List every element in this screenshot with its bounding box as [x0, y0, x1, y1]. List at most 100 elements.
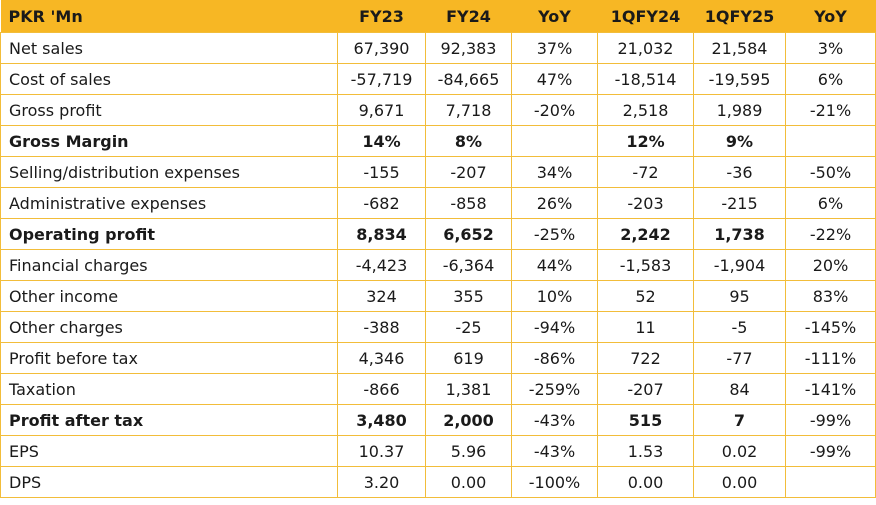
table-cell: -99% — [785, 404, 876, 436]
table-cell: -145% — [785, 311, 876, 343]
table-row: Profit before tax 4,346 619 -86% 722 -77 -111% — [0, 342, 876, 374]
header-yoy-annual: YoY — [511, 0, 598, 33]
table-cell: 515 — [597, 404, 694, 436]
table-cell: 67,390 — [337, 32, 426, 64]
table-cell: -111% — [785, 342, 876, 374]
table-row: Selling/distribution expenses -155 -207 34%… — [0, 156, 876, 188]
table-cell: -4,423 — [337, 249, 426, 281]
table-row: Administrative expenses -682 -858 26% -203 -2… — [0, 187, 876, 219]
table-row: Taxation -866 1,381 -259% -207 84 -141% — [0, 373, 876, 405]
table-cell: 26% — [511, 187, 598, 219]
table-cell: -19,595 — [693, 63, 786, 95]
table-cell: 14% — [337, 125, 426, 157]
table-cell: 2,242 — [597, 218, 694, 250]
table-cell: 8% — [425, 125, 512, 157]
row-label: Profit after tax — [0, 404, 338, 436]
table-cell: 324 — [337, 280, 426, 312]
table-cell: 1,989 — [693, 94, 786, 126]
table-cell: -155 — [337, 156, 426, 188]
table-cell: -94% — [511, 311, 598, 343]
table-row: Other income 324 355 10% 52 95 83% — [0, 280, 876, 312]
table-cell — [785, 125, 876, 157]
table-cell: 11 — [597, 311, 694, 343]
row-label: Gross profit — [0, 94, 338, 126]
table-cell: -21% — [785, 94, 876, 126]
table-cell: -20% — [511, 94, 598, 126]
table-row: Net sales 67,390 92,383 37% 21,032 21,584 3% — [0, 32, 876, 64]
row-label: Profit before tax — [0, 342, 338, 374]
table-cell: 9% — [693, 125, 786, 157]
table-cell: -866 — [337, 373, 426, 405]
table-cell: 3.20 — [337, 466, 426, 498]
table-cell: -43% — [511, 404, 598, 436]
table-cell: -77 — [693, 342, 786, 374]
table-row: Profit after tax 3,480 2,000 -43% 515 7 -99% — [0, 404, 876, 436]
table-cell: 8,834 — [337, 218, 426, 250]
table-cell: 20% — [785, 249, 876, 281]
row-label: Net sales — [0, 32, 338, 64]
table-cell: 1,381 — [425, 373, 512, 405]
table-cell: 1.53 — [597, 435, 694, 467]
table-cell: -57,719 — [337, 63, 426, 95]
table-cell: 44% — [511, 249, 598, 281]
table-row: EPS 10.37 5.96 -43% 1.53 0.02 -99% — [0, 435, 876, 467]
table-row: Operating profit 8,834 6,652 -25% 2,242 1,738… — [0, 218, 876, 250]
table-cell: 6% — [785, 63, 876, 95]
table-cell: -25% — [511, 218, 598, 250]
table-cell: -5 — [693, 311, 786, 343]
table-cell: 722 — [597, 342, 694, 374]
table-cell: -207 — [597, 373, 694, 405]
table-cell: 7 — [693, 404, 786, 436]
table-row: Financial charges -4,423 -6,364 44% -1,583 -1… — [0, 249, 876, 281]
table-cell: -43% — [511, 435, 598, 467]
table-row: Cost of sales -57,719 -84,665 47% -18,514 -19… — [0, 63, 876, 95]
table-cell: -84,665 — [425, 63, 512, 95]
row-label: Administrative expenses — [0, 187, 338, 219]
table-cell: 92,383 — [425, 32, 512, 64]
table-row: DPS 3.20 0.00 -100% 0.00 0.00 — [0, 466, 876, 498]
table-cell: -22% — [785, 218, 876, 250]
table-cell: 10% — [511, 280, 598, 312]
table-cell: 52 — [597, 280, 694, 312]
table-cell: -50% — [785, 156, 876, 188]
table-cell: -858 — [425, 187, 512, 219]
table-cell: 6% — [785, 187, 876, 219]
table-cell: 355 — [425, 280, 512, 312]
row-label: EPS — [0, 435, 338, 467]
table-cell: 3,480 — [337, 404, 426, 436]
row-label: Financial charges — [0, 249, 338, 281]
table-cell: 21,584 — [693, 32, 786, 64]
table-cell: 2,518 — [597, 94, 694, 126]
table-cell: 0.00 — [693, 466, 786, 498]
table-cell: -259% — [511, 373, 598, 405]
table-cell: 9,671 — [337, 94, 426, 126]
table-cell: 12% — [597, 125, 694, 157]
table-cell — [511, 125, 598, 157]
table-cell: -215 — [693, 187, 786, 219]
table-cell: 619 — [425, 342, 512, 374]
row-label: Operating profit — [0, 218, 338, 250]
table-cell: -207 — [425, 156, 512, 188]
table-cell: 6,652 — [425, 218, 512, 250]
table-cell: 95 — [693, 280, 786, 312]
table-cell: -72 — [597, 156, 694, 188]
header-fy23: FY23 — [337, 0, 426, 33]
table-cell: 47% — [511, 63, 598, 95]
table-cell: 37% — [511, 32, 598, 64]
table-cell: -100% — [511, 466, 598, 498]
table-cell: -25 — [425, 311, 512, 343]
table-cell: 0.00 — [597, 466, 694, 498]
table-cell: 0.02 — [693, 435, 786, 467]
table-cell: 4,346 — [337, 342, 426, 374]
header-row: PKR 'Mn FY23 FY24 YoY 1QFY24 1QFY25 YoY — [0, 0, 876, 33]
row-label: Other income — [0, 280, 338, 312]
table-cell: 7,718 — [425, 94, 512, 126]
table-cell: -682 — [337, 187, 426, 219]
row-label: Gross Margin — [0, 125, 338, 157]
table-cell: -86% — [511, 342, 598, 374]
table-cell: 2,000 — [425, 404, 512, 436]
table-cell: 83% — [785, 280, 876, 312]
header-1qfy25: 1QFY25 — [693, 0, 786, 33]
table-cell: -141% — [785, 373, 876, 405]
table-cell: 0.00 — [425, 466, 512, 498]
